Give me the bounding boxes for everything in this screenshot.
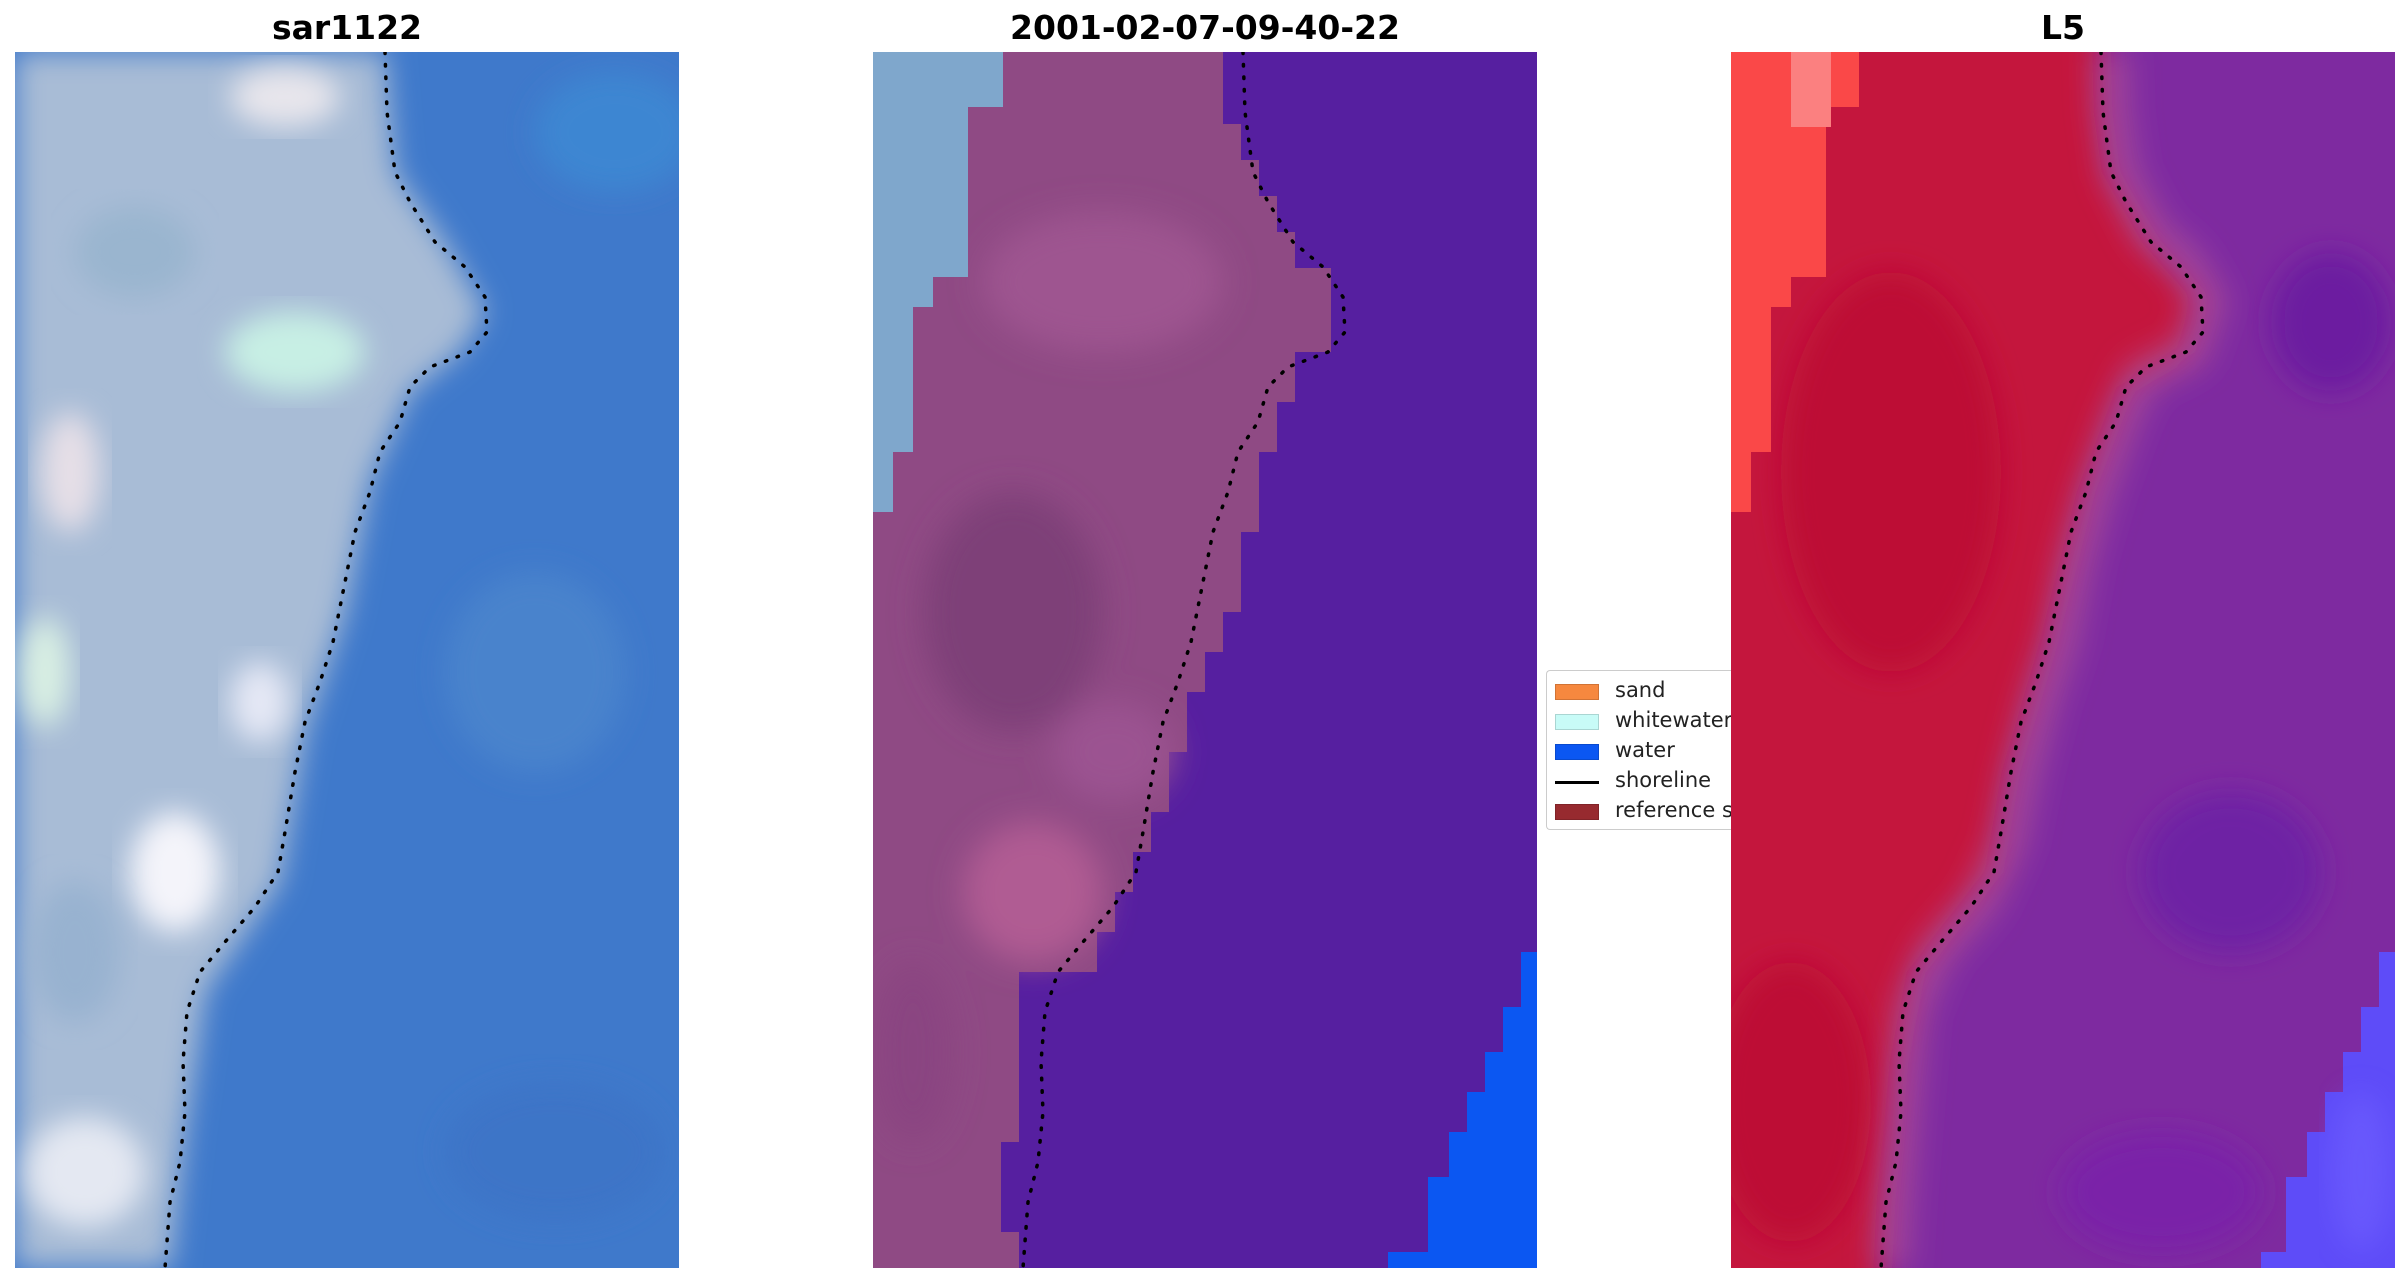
sand-swatch [1555, 684, 1599, 700]
legend-item-whitewater: whitewater [1555, 706, 1732, 736]
legend-item-sand: sand [1555, 676, 1732, 706]
legend-label: water [1615, 738, 1675, 762]
rgb-image-panel [15, 52, 679, 1268]
legend-label: sand [1615, 678, 1666, 702]
reference-swatch [1555, 804, 1599, 820]
shoreline-overlay [1879, 52, 2205, 1268]
legend-label: whitewater [1615, 708, 1732, 732]
shoreline-overlay [163, 52, 489, 1268]
legend: sand whitewater water shoreline referenc… [1546, 670, 1732, 830]
classification-panel [873, 52, 1537, 1268]
shoreline-line [163, 52, 489, 1268]
panel-title-rgb: sar1122 [271, 8, 423, 47]
shoreline-line [1879, 52, 2205, 1268]
legend-item-water: water [1555, 736, 1732, 766]
index-panel [1731, 52, 2395, 1268]
index-image [1731, 52, 2395, 1268]
panel-title-index: L5 [2041, 8, 2085, 47]
water-swatch [1555, 744, 1599, 760]
rgb-image [15, 52, 679, 1268]
legend-item-shoreline: shoreline [1555, 766, 1732, 796]
shoreline-overlay [1021, 52, 1347, 1268]
legend-item-reference: reference s [1555, 796, 1732, 826]
whitewater-swatch [1555, 714, 1599, 730]
classification-image [873, 52, 1537, 1268]
shoreline-line [1021, 52, 1347, 1268]
legend-label: shoreline [1615, 768, 1712, 792]
panel-title-classification: 2001-02-07-09-40-22 [1010, 8, 1400, 47]
legend-label: reference s [1615, 798, 1732, 822]
shoreline-line-swatch [1555, 781, 1599, 784]
